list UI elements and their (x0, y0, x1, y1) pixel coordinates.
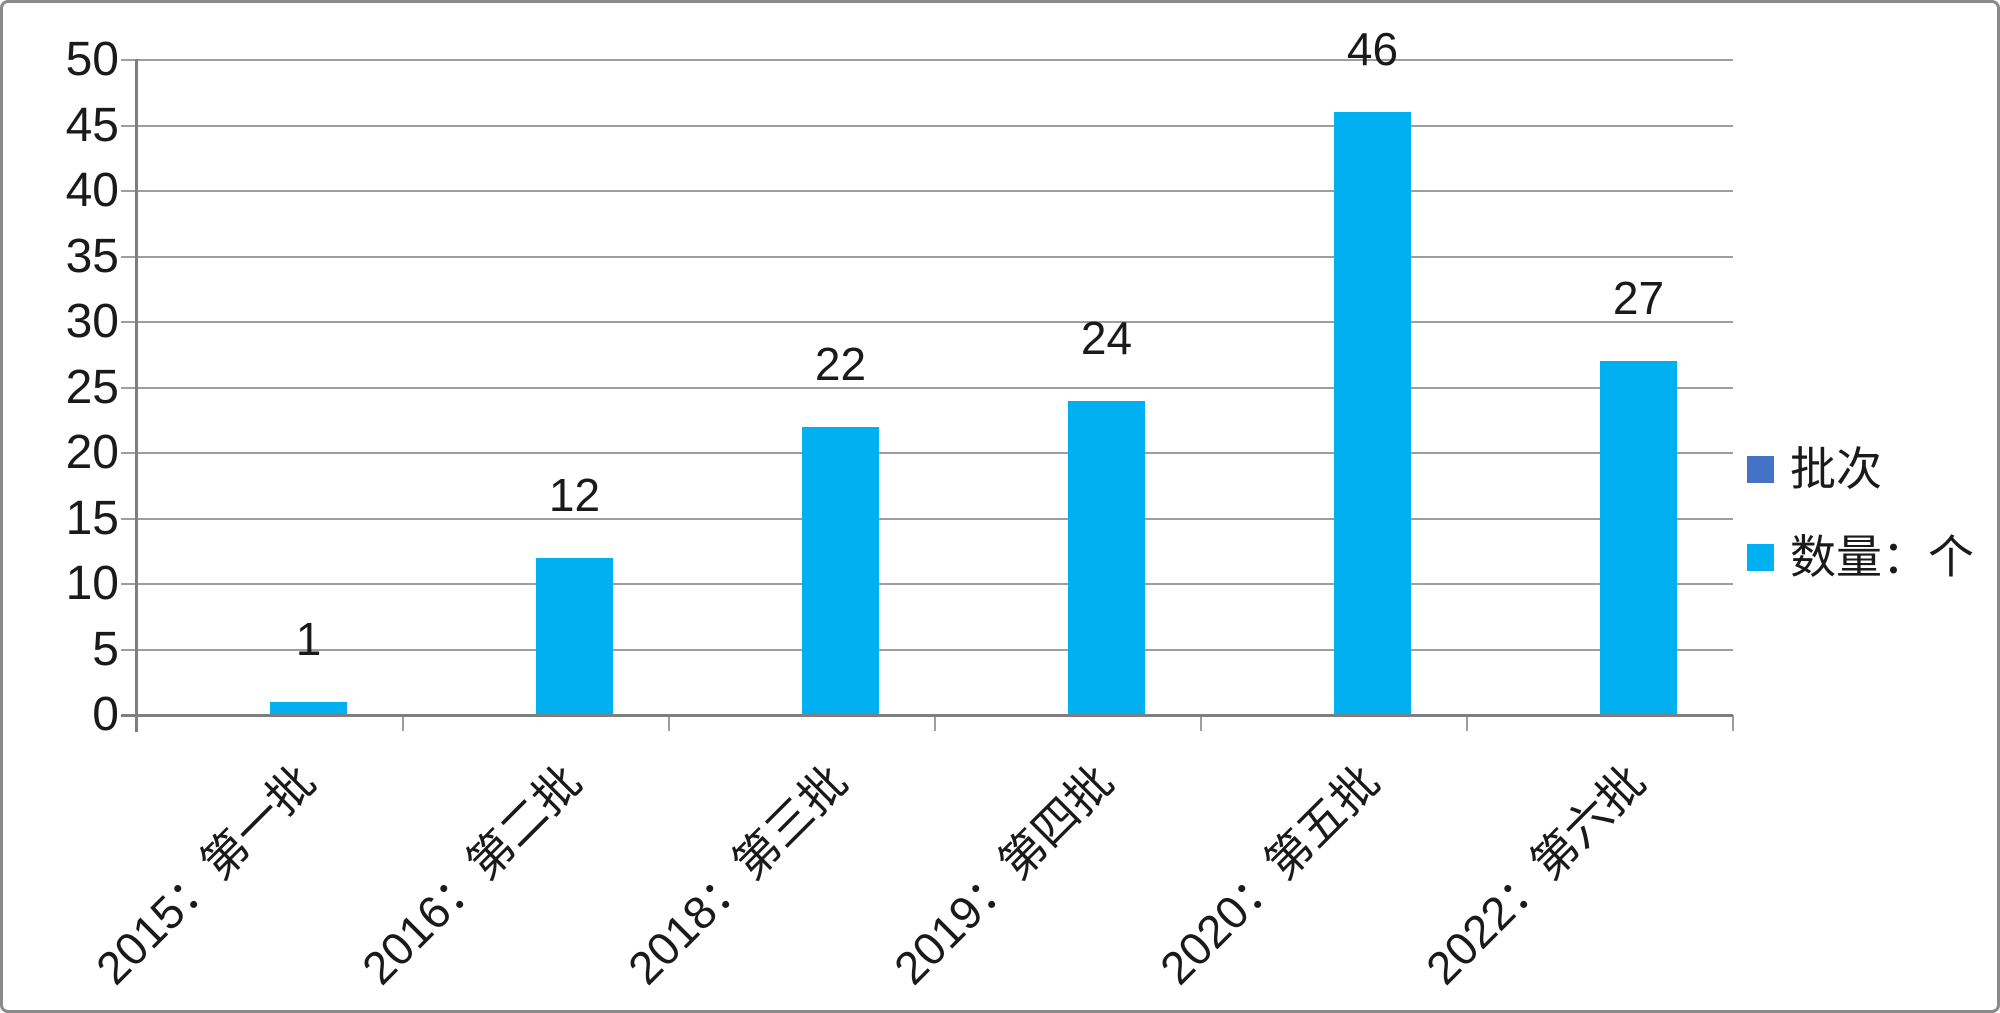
bar (270, 701, 347, 715)
bar (1334, 112, 1411, 715)
x-axis-label: 2019：第四批 (883, 755, 1123, 995)
legend-item-batch: 批次 (1747, 441, 1974, 497)
x-axis-label: 2020：第五批 (1149, 755, 1389, 995)
bar (1068, 400, 1145, 715)
y-axis-label: 25 (65, 360, 119, 414)
bar-value-label: 24 (1080, 311, 1133, 364)
y-axis-label: 15 (65, 491, 119, 545)
y-axis-tick (121, 255, 137, 258)
y-axis-tick (121, 124, 137, 127)
y-axis-label: 40 (65, 164, 119, 217)
gridline (137, 59, 1733, 61)
bar (802, 426, 879, 715)
x-axis-tick (402, 715, 404, 731)
legend-label-quantity: 数量：个 (1790, 531, 1974, 583)
bar-value-label: 22 (814, 337, 867, 390)
legend-item-quantity: 数量：个 (1747, 529, 1974, 585)
x-axis-tick (1732, 715, 1734, 731)
y-axis-label: 10 (65, 557, 119, 610)
y-axis-label: 35 (65, 229, 119, 283)
y-axis-label: 45 (65, 98, 119, 152)
gridline (137, 124, 1733, 127)
y-axis-tick (121, 321, 137, 323)
y-axis-label: 50 (65, 33, 119, 86)
y-axis-tick (121, 386, 137, 389)
gridline (137, 321, 1733, 323)
legend: 批次 数量：个 (1747, 441, 1974, 585)
x-axis-tick (668, 715, 670, 731)
bar-value-label: 46 (1346, 23, 1399, 76)
gridline (137, 386, 1733, 389)
x-axis-label: 2022：第六批 (1415, 755, 1655, 995)
bar (1600, 361, 1677, 715)
bar-value-label: 27 (1612, 272, 1665, 325)
y-axis-tick (121, 583, 137, 585)
gridline (137, 190, 1733, 192)
legend-swatch-quantity-icon (1747, 543, 1774, 571)
y-axis-tick (121, 648, 137, 651)
bar-value-label: 12 (548, 468, 601, 521)
gridline (137, 517, 1733, 520)
gridline (137, 583, 1733, 585)
gridline (137, 452, 1733, 454)
y-axis-label: 30 (65, 295, 119, 348)
y-axis-line (135, 59, 138, 732)
y-axis-label: 0 (92, 688, 119, 741)
y-axis-label: 20 (65, 426, 119, 479)
x-axis-tick (1200, 715, 1202, 731)
bar-value-label: 1 (295, 612, 322, 665)
gridline (137, 255, 1733, 258)
gridline (137, 648, 1733, 651)
bar (536, 557, 613, 715)
x-axis-line (121, 714, 1733, 717)
x-axis-label: 2015：第一批 (85, 755, 325, 995)
x-axis-tick (1466, 715, 1468, 731)
x-axis-label: 2018：第三批 (617, 755, 857, 995)
y-axis-tick (121, 190, 137, 192)
legend-swatch-batch-icon (1747, 455, 1774, 483)
y-axis-tick (121, 452, 137, 454)
x-axis-label: 2016：第二批 (351, 755, 591, 995)
y-axis-label: 5 (92, 622, 119, 676)
y-axis-tick (121, 59, 137, 61)
x-axis-tick (934, 715, 936, 731)
legend-label-batch: 批次 (1790, 443, 1882, 495)
y-axis-tick (121, 517, 137, 520)
